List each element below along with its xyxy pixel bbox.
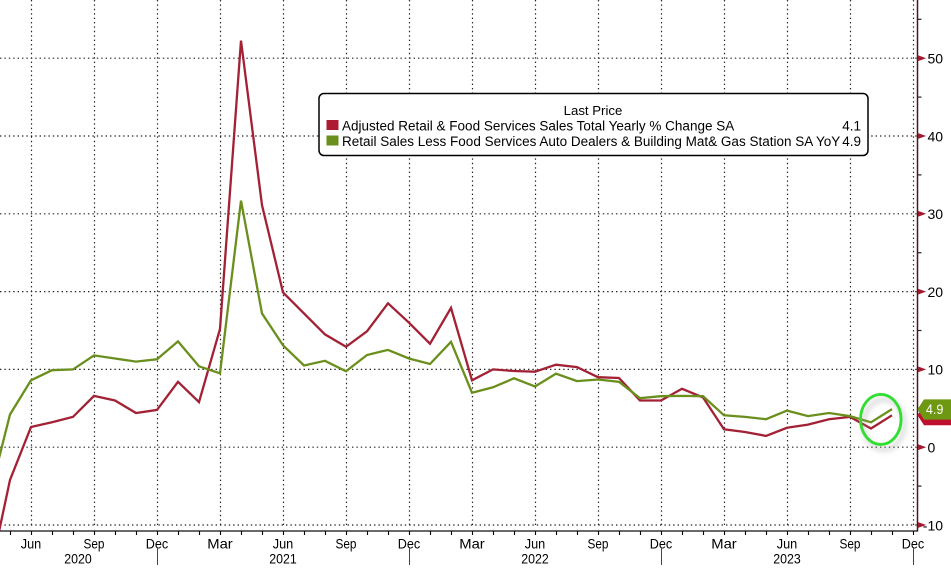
svg-text:Last Price: Last Price — [564, 103, 623, 118]
svg-text:Jun: Jun — [525, 535, 546, 551]
svg-text:30: 30 — [928, 206, 944, 222]
svg-text:2020: 2020 — [64, 552, 92, 566]
svg-text:Retail Sales Less Food Service: Retail Sales Less Food Services Auto Dea… — [342, 134, 840, 149]
svg-text:4.9: 4.9 — [842, 134, 861, 149]
svg-text:Dec: Dec — [398, 535, 421, 551]
svg-text:2023: 2023 — [773, 552, 801, 566]
svg-text:-10: -10 — [923, 517, 943, 533]
svg-text:20: 20 — [928, 284, 944, 300]
svg-text:50: 50 — [928, 51, 944, 67]
svg-text:2022: 2022 — [521, 552, 549, 566]
svg-text:Jun: Jun — [777, 535, 798, 551]
svg-text:Adjusted Retail & Food Service: Adjusted Retail & Food Services Sales To… — [342, 119, 734, 134]
svg-text:Jun: Jun — [21, 535, 42, 551]
svg-text:Sep: Sep — [840, 535, 861, 551]
svg-text:10: 10 — [928, 362, 944, 378]
svg-text:Sep: Sep — [84, 535, 105, 551]
svg-text:Mar: Mar — [459, 535, 485, 551]
svg-text:Jun: Jun — [273, 535, 294, 551]
svg-text:Mar: Mar — [207, 535, 233, 551]
svg-text:Dec: Dec — [902, 535, 925, 551]
svg-text:Dec: Dec — [146, 535, 169, 551]
svg-text:40: 40 — [928, 128, 944, 144]
svg-text:Mar: Mar — [711, 535, 737, 551]
svg-text:Sep: Sep — [336, 535, 357, 551]
svg-text:Dec: Dec — [650, 535, 673, 551]
svg-text:0: 0 — [928, 440, 936, 456]
svg-text:4.1: 4.1 — [842, 119, 861, 134]
svg-text:Sep: Sep — [588, 535, 609, 551]
svg-text:4.9: 4.9 — [926, 402, 944, 417]
svg-text:2021: 2021 — [269, 552, 297, 566]
